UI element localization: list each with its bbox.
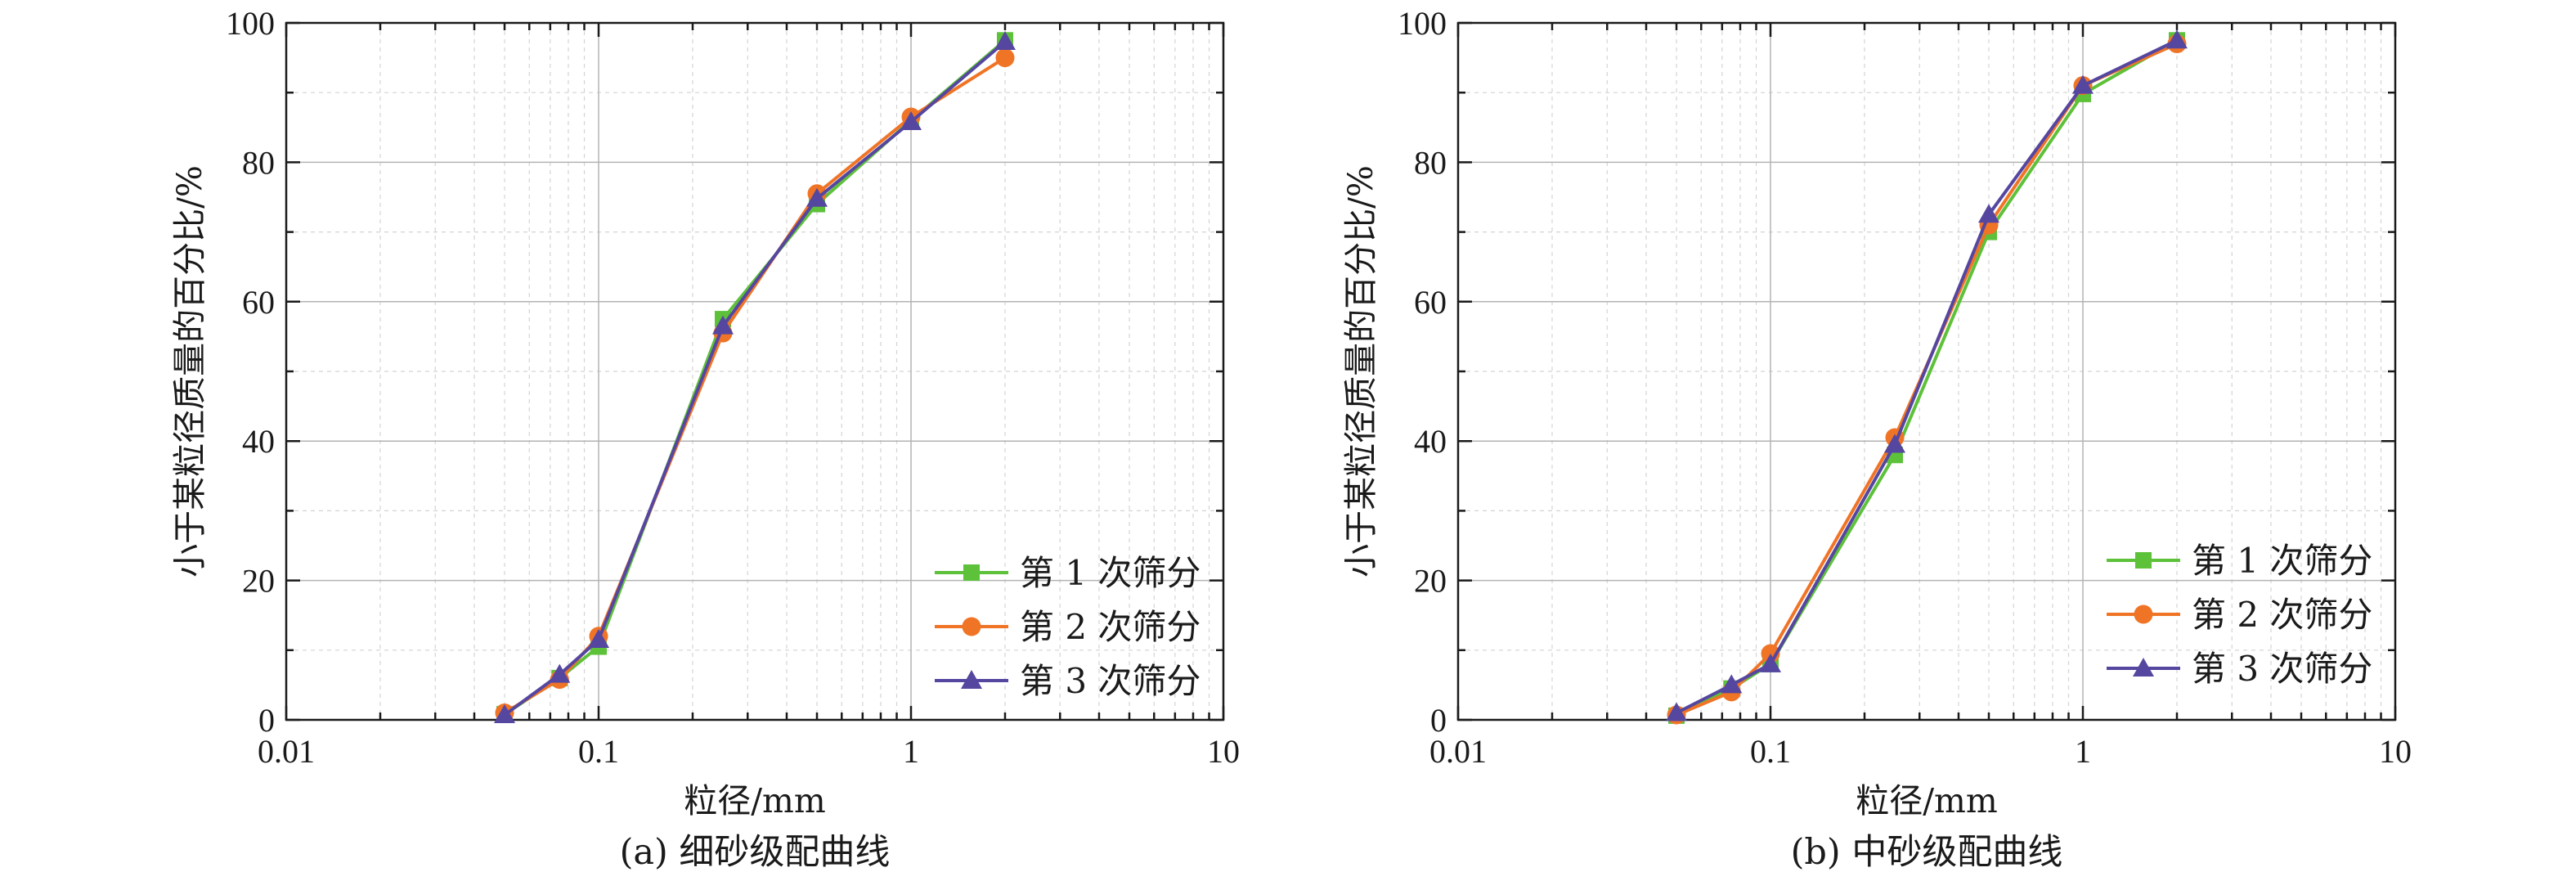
legend-marker-shape xyxy=(963,564,980,581)
data-point xyxy=(494,704,516,724)
legend-marker-square xyxy=(963,564,980,581)
data-point xyxy=(1721,674,1743,694)
legend-marker-triangle xyxy=(961,670,982,689)
series-lines xyxy=(494,31,1016,724)
series-line xyxy=(1676,38,2178,717)
legend-entry-1: 第 1 次筛分 xyxy=(935,553,1200,593)
data-point xyxy=(995,48,1015,68)
legend-marker-shape xyxy=(2133,658,2154,676)
y-axis-label: 小于某粒径质量的百分比/% xyxy=(1341,165,1380,578)
y-tick-label: 40 xyxy=(1414,423,1447,460)
y-tick-label: 60 xyxy=(1414,284,1447,321)
data-point xyxy=(2072,74,2094,94)
series-line xyxy=(503,56,1007,715)
data-point xyxy=(549,663,571,683)
y-tick-label: 0 xyxy=(258,702,275,739)
x-tick-label: 10 xyxy=(1207,733,1240,770)
series-2 xyxy=(495,48,1015,722)
legend-entry-3: 第 3 次筛分 xyxy=(935,661,1200,701)
data-point xyxy=(1760,653,1781,672)
x-tick-label: 0.1 xyxy=(1750,733,1791,770)
legend-label: 第 1 次筛分 xyxy=(1020,553,1200,593)
series-1 xyxy=(1668,32,2185,724)
series-line xyxy=(503,38,1007,716)
x-tick-label: 0.01 xyxy=(258,733,315,770)
data-point xyxy=(588,629,609,649)
series-1 xyxy=(496,32,1013,723)
series-lines xyxy=(1666,29,2188,725)
legend-label: 第 2 次筛分 xyxy=(1020,607,1200,647)
y-tick-label: 80 xyxy=(1414,144,1447,181)
legend-marker-triangle xyxy=(2133,658,2154,676)
grid xyxy=(286,23,1223,720)
data-point xyxy=(2165,29,2188,49)
x-tick-label: 1 xyxy=(2075,733,2091,770)
y-tick-label: 20 xyxy=(242,563,275,600)
data-point xyxy=(1884,434,1906,453)
x-tick-label: 0.01 xyxy=(1429,733,1487,770)
legend-label: 第 3 次筛分 xyxy=(2192,649,2372,689)
panel-caption: (a) 细砂级配曲线 xyxy=(620,832,891,873)
data-point xyxy=(1978,204,2000,223)
legend: 第 1 次筛分 第 2 次筛分 第 3 次筛分 xyxy=(2107,541,2372,689)
data-point xyxy=(712,315,734,335)
data-point xyxy=(806,187,828,207)
x-tick-label: 10 xyxy=(2379,733,2412,770)
data-point xyxy=(994,31,1016,51)
series-3 xyxy=(1666,29,2188,721)
y-tick-label: 80 xyxy=(242,144,275,181)
legend-marker-circle xyxy=(962,617,981,636)
legend-entry-1: 第 1 次筛分 xyxy=(2107,541,2372,581)
legend-marker-square xyxy=(2135,552,2152,569)
legend-entry-3: 第 3 次筛分 xyxy=(2107,649,2372,689)
y-tick-label: 0 xyxy=(1430,702,1447,739)
series-3 xyxy=(494,31,1016,724)
legend-label: 第 2 次筛分 xyxy=(2192,595,2372,635)
x-axis-label: 粒径/mm xyxy=(1856,781,1998,820)
x-tick-label: 0.1 xyxy=(578,733,619,770)
y-tick-label: 40 xyxy=(242,423,275,460)
legend-marker-shape xyxy=(961,670,982,689)
series-line xyxy=(503,40,1007,717)
legend-marker-shape xyxy=(2135,552,2152,569)
y-tick-label: 60 xyxy=(242,284,275,321)
legend-marker-shape xyxy=(2134,605,2153,624)
legend-marker-circle xyxy=(2134,605,2153,624)
y-axis-label: 小于某粒径质量的百分比/% xyxy=(170,165,209,578)
y-tick-label: 100 xyxy=(226,5,275,42)
legend-label: 第 3 次筛分 xyxy=(1020,661,1200,701)
panel-caption: (b) 中砂级配曲线 xyxy=(1791,832,2063,873)
legend-marker-shape xyxy=(962,617,981,636)
data-point xyxy=(1666,702,1688,721)
legend: 第 1 次筛分 第 2 次筛分 第 3 次筛分 xyxy=(935,553,1200,701)
legend-entry-2: 第 2 次筛分 xyxy=(2107,595,2372,635)
grid xyxy=(1458,23,2395,720)
y-tick-label: 100 xyxy=(1398,5,1447,42)
y-tick-label: 20 xyxy=(1414,563,1447,600)
data-point xyxy=(900,110,922,130)
legend-label: 第 1 次筛分 xyxy=(2192,541,2372,581)
x-tick-label: 1 xyxy=(903,733,919,770)
legend-entry-2: 第 2 次筛分 xyxy=(935,607,1200,647)
x-axis-label: 粒径/mm xyxy=(684,781,826,820)
